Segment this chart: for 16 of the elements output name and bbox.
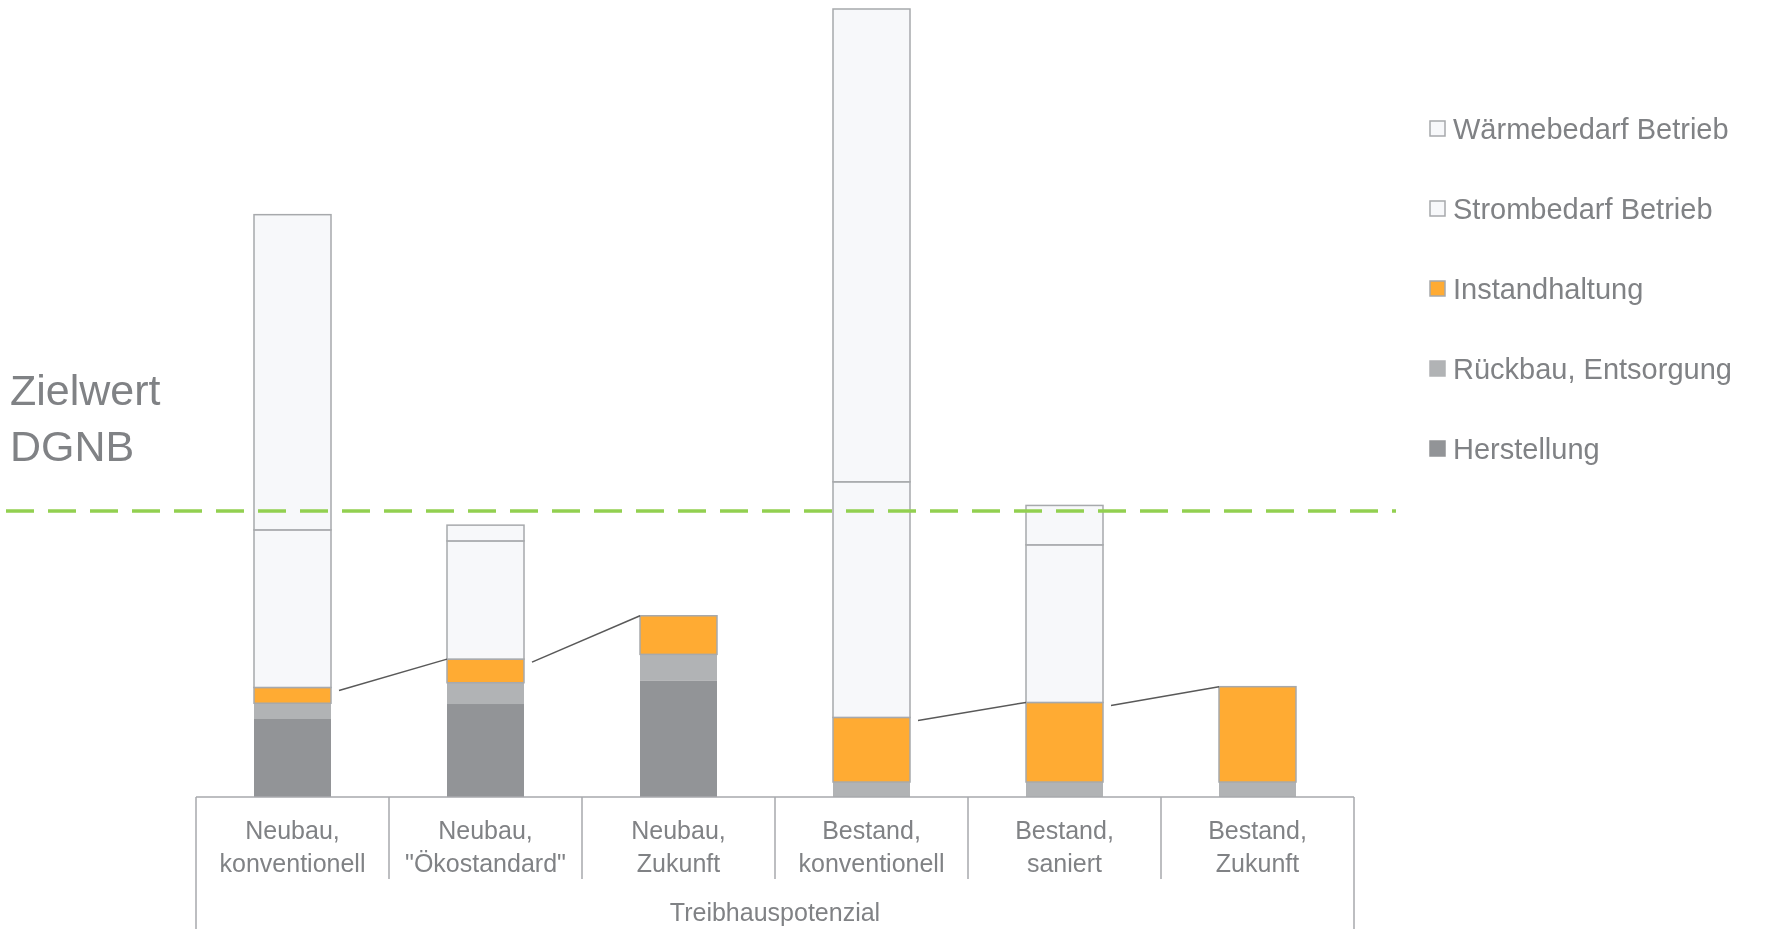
ref-line-label: Zielwert DGNB bbox=[10, 365, 161, 470]
bar bbox=[447, 704, 524, 797]
x-tick-label: Bestand, saniert bbox=[1015, 816, 1114, 877]
legend-label: Rückbau, Entsorgung bbox=[1453, 353, 1732, 385]
x-tick-label: Neubau, Zukunft bbox=[631, 816, 726, 877]
bar bbox=[254, 718, 331, 797]
legend-label: Instandhaltung bbox=[1453, 273, 1644, 305]
x-tick-label: Bestand, konventionell bbox=[798, 816, 945, 877]
x-axis-title: Treibhauspotenzial bbox=[669, 898, 881, 926]
x-tick-label: Neubau, konventionell bbox=[219, 816, 366, 877]
legend-label: Wärmebedarf Betrieb bbox=[1453, 113, 1729, 145]
legend-label: Herstellung bbox=[1453, 433, 1600, 465]
x-tick-label: Neubau, "Ökostandard" bbox=[405, 816, 566, 877]
legend-label: Strombedarf Betrieb bbox=[1453, 193, 1713, 225]
x-tick-label: Bestand, Zukunft bbox=[1208, 816, 1307, 877]
bar bbox=[640, 680, 717, 797]
